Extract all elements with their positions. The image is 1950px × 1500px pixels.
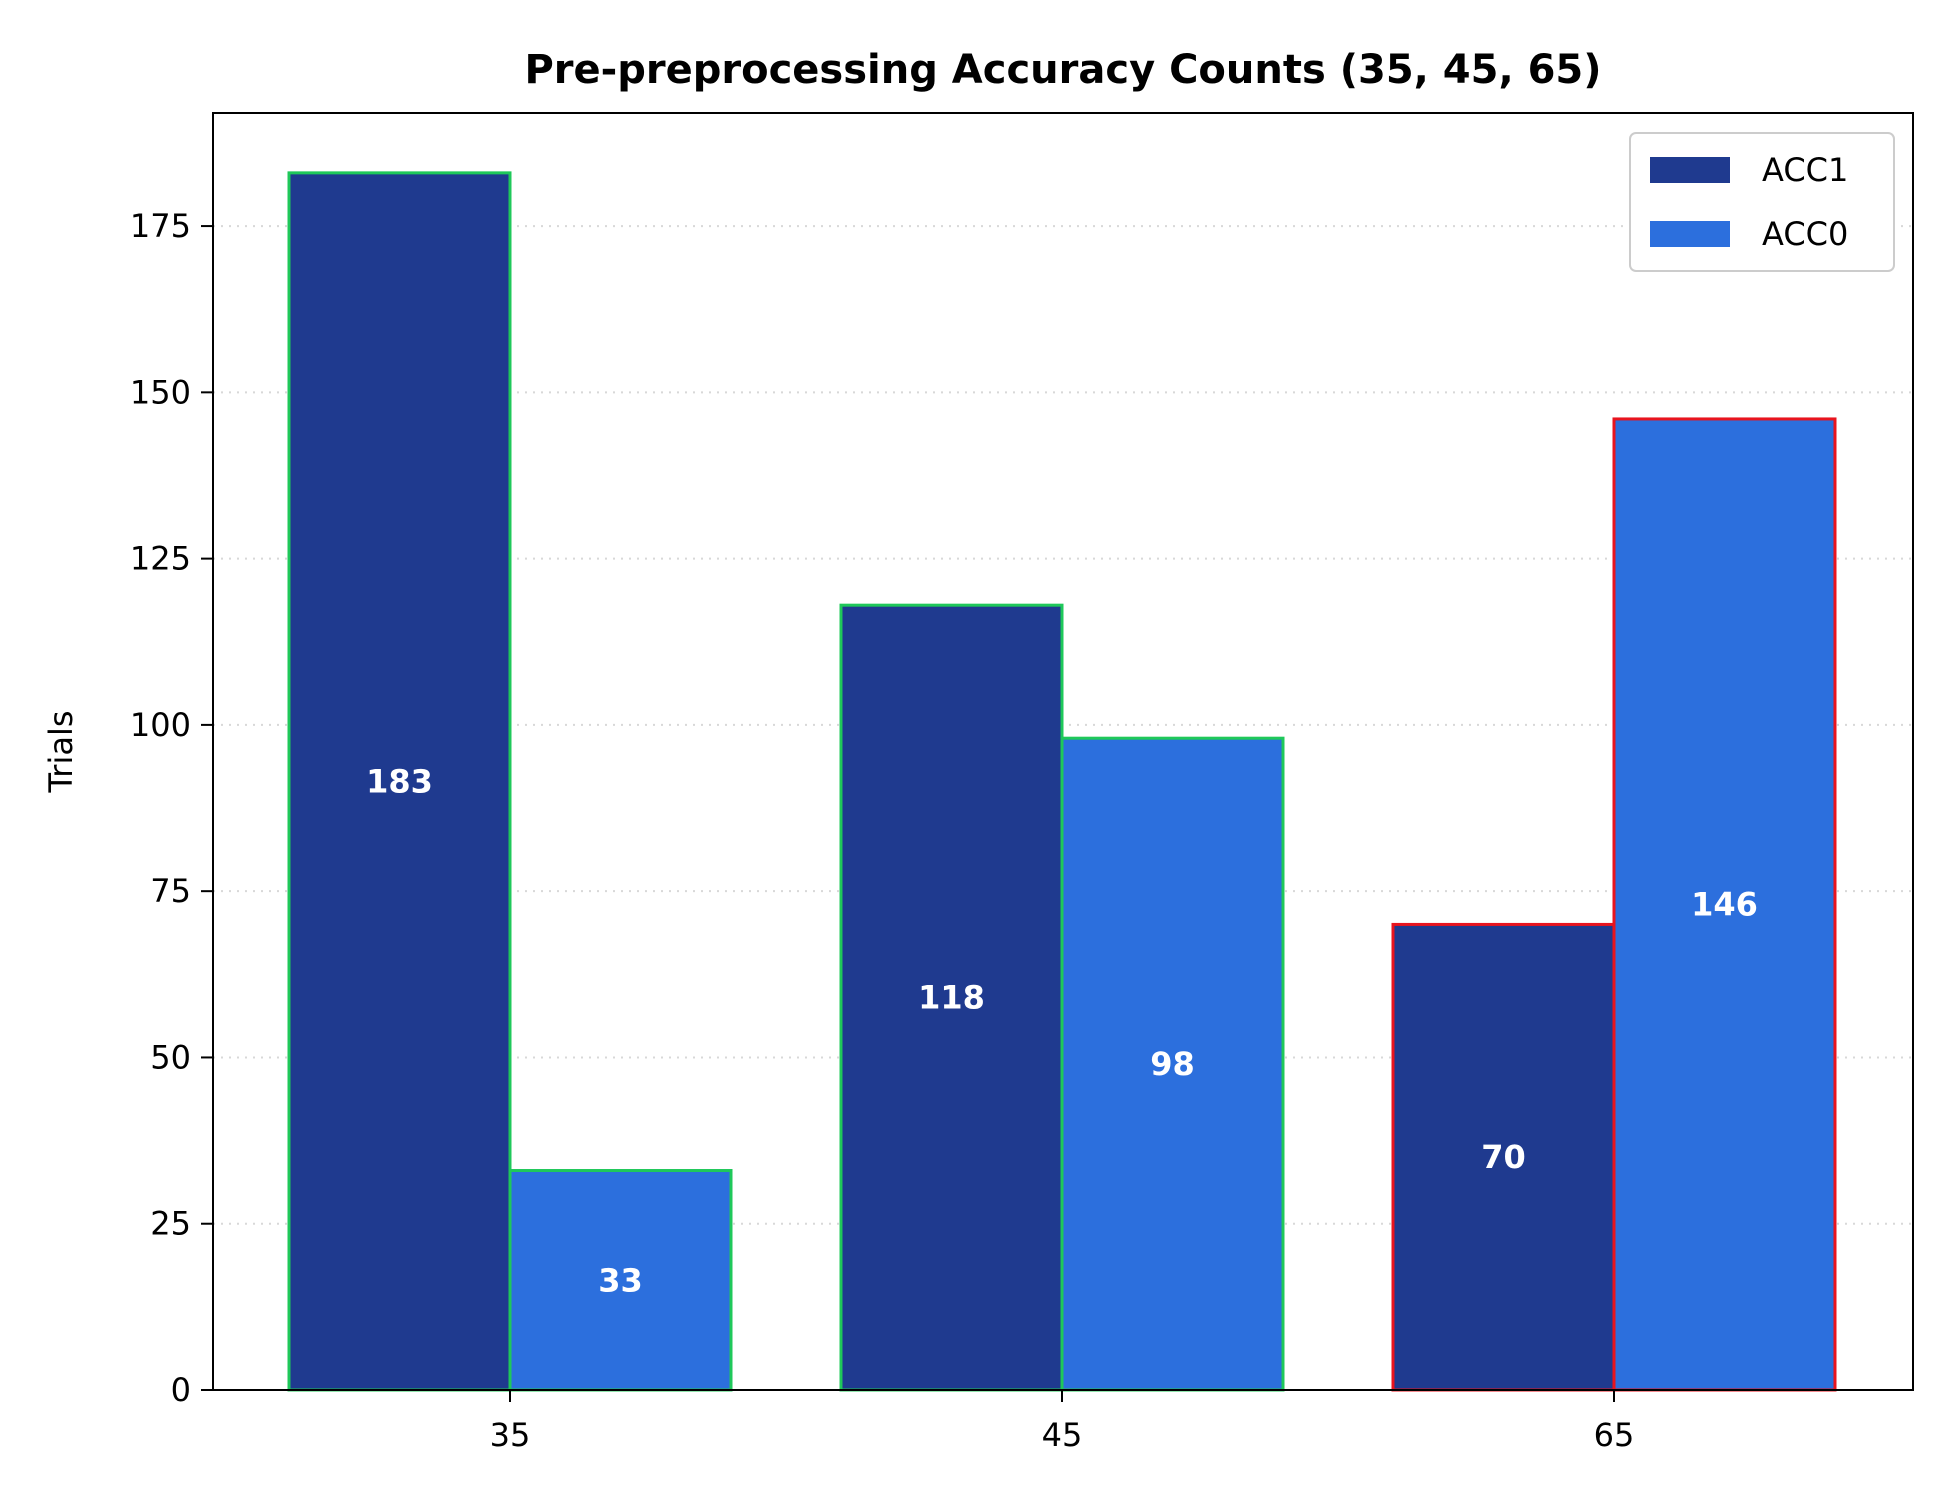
- bar-acc1-35: [287, 171, 512, 1392]
- bar-value-label: 146: [1691, 885, 1758, 923]
- y-tick-label: 25: [150, 1205, 191, 1243]
- y-axis-label: Trials: [42, 710, 80, 793]
- y-tick-label: 150: [130, 373, 191, 411]
- x-tick-label: 65: [1594, 1416, 1635, 1454]
- x-axis: 35 45 65: [490, 1390, 1635, 1454]
- bar-value-label: 118: [918, 979, 985, 1017]
- bar-labels: 183 33 118 98 70 146: [366, 762, 1758, 1299]
- y-tick-label: 0: [171, 1371, 191, 1409]
- y-tick-label: 75: [150, 872, 191, 910]
- y-tick-label: 125: [130, 540, 191, 578]
- bars: [287, 171, 1837, 1392]
- chart-title: Pre-preprocessing Accuracy Counts (35, 4…: [524, 47, 1601, 93]
- x-tick-label: 45: [1042, 1416, 1083, 1454]
- legend-label-acc0: ACC0: [1762, 215, 1848, 253]
- y-tick-label: 50: [150, 1038, 191, 1076]
- y-axis: 0 25 50 75 100 125 150 175: [130, 207, 213, 1409]
- y-tick-label: 100: [130, 706, 191, 744]
- bar-value-label: 70: [1481, 1138, 1526, 1176]
- bar-value-label: 33: [598, 1261, 643, 1299]
- legend: ACC1 ACC0: [1629, 132, 1895, 272]
- x-tick-label: 35: [490, 1416, 531, 1454]
- plot-frame: [212, 112, 1914, 1391]
- bar-value-label: 98: [1150, 1045, 1195, 1083]
- bar-value-label: 183: [366, 762, 433, 800]
- legend-label-acc1: ACC1: [1762, 151, 1848, 189]
- bar-acc0-35: [508, 1169, 733, 1392]
- y-tick-label: 175: [130, 207, 191, 245]
- legend-swatch-acc1: [1650, 157, 1730, 183]
- legend-swatch-acc0: [1650, 221, 1730, 247]
